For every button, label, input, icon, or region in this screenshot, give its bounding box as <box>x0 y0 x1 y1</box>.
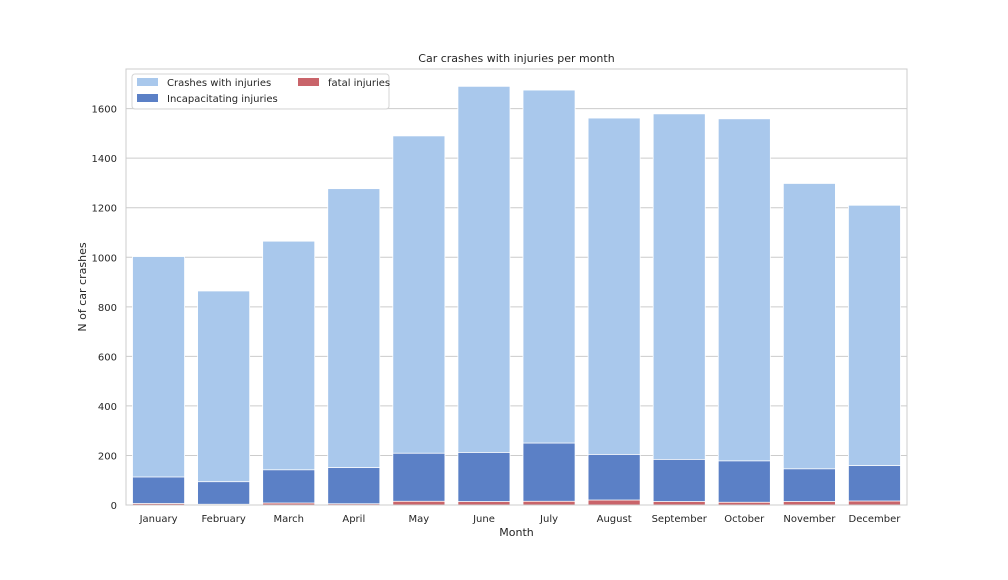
y-tick-label: 600 <box>98 352 117 363</box>
x-tick-label: October <box>724 514 765 525</box>
plot-frame <box>125 68 908 506</box>
bar-crashes-with-injuries <box>262 240 316 506</box>
y-tick-label: 1200 <box>92 204 117 215</box>
grid-lines <box>126 108 907 506</box>
x-tick-label: November <box>783 514 836 525</box>
bar-fatal-injuries <box>392 500 446 506</box>
bar-fatal-injuries <box>652 501 706 506</box>
chart-title: Car crashes with injuries per month <box>418 52 614 65</box>
y-axis-label: N of car crashes <box>76 242 89 331</box>
y-tick-labels: 0 200 400 600 800 1000 1200 1400 1600 <box>92 105 117 512</box>
y-tick-label: 800 <box>98 303 117 314</box>
bar-incapacitating-injuries <box>522 442 576 506</box>
bar-crashes-with-injuries <box>197 290 251 506</box>
bar-crashes-with-injuries <box>782 183 836 506</box>
y-tick-label: 1400 <box>92 154 117 165</box>
x-tick-label: April <box>342 514 365 525</box>
legend-label: Crashes with injuries <box>167 78 271 89</box>
legend-box <box>131 73 390 110</box>
bar-incapacitating-injuries <box>782 468 836 506</box>
bar-crashes-with-injuries <box>652 113 706 506</box>
bar-incapacitating-injuries <box>457 452 511 506</box>
bar-incapacitating-injuries <box>652 459 706 506</box>
legend-swatch <box>137 78 158 86</box>
bar-incapacitating-injuries <box>717 460 771 506</box>
legend-swatch <box>298 78 319 86</box>
bar-incapacitating-injuries <box>848 465 901 506</box>
bar-fatal-injuries <box>457 501 511 506</box>
x-tick-label: December <box>849 514 902 525</box>
x-tick-label: January <box>139 514 178 525</box>
legend-label: fatal injuries <box>328 78 390 89</box>
legend: Crashes with injuries Incapacitating inju… <box>131 73 390 110</box>
bar-fatal-injuries <box>782 501 836 506</box>
bar-crashes-with-injuries <box>522 89 576 506</box>
bar-fatal-injuries <box>587 499 641 506</box>
bar-incapacitating-injuries <box>327 467 381 506</box>
x-tick-label: September <box>652 514 708 525</box>
x-tick-label: May <box>409 514 430 525</box>
bar-crashes-with-injuries <box>327 188 381 506</box>
bar-crashes-with-injuries <box>717 118 771 506</box>
bar-crashes-with-injuries <box>457 85 511 506</box>
y-tick-label: 200 <box>98 451 117 462</box>
y-tick-label: 400 <box>98 402 117 413</box>
bars <box>132 85 901 506</box>
x-tick-label: July <box>539 514 558 525</box>
x-tick-label: June <box>472 514 495 525</box>
y-tick-label: 1600 <box>92 105 117 116</box>
bar-incapacitating-injuries <box>132 476 185 506</box>
x-tick-label: March <box>273 514 303 525</box>
bar-incapacitating-injuries <box>197 481 251 506</box>
bar-fatal-injuries <box>848 500 901 506</box>
x-tick-labels: January February March April May June July Augu… <box>139 514 902 525</box>
bar-incapacitating-injuries <box>262 469 316 506</box>
bar-crashes-with-injuries <box>392 135 446 506</box>
legend-label: Incapacitating injuries <box>167 94 278 105</box>
x-axis-label: Month <box>499 526 534 539</box>
bar-fatal-injuries <box>522 500 576 506</box>
y-tick-label: 0 <box>111 501 117 512</box>
bar-incapacitating-injuries <box>587 454 641 506</box>
bar-crashes-with-injuries <box>587 117 641 506</box>
legend-swatch <box>137 94 158 102</box>
bar-crashes-with-injuries <box>132 256 185 506</box>
x-tick-label: August <box>597 514 632 525</box>
bar-crashes-with-injuries <box>848 204 901 506</box>
y-tick-label: 1000 <box>92 253 117 264</box>
x-tick-label: February <box>201 514 245 525</box>
bar-incapacitating-injuries <box>392 452 446 506</box>
